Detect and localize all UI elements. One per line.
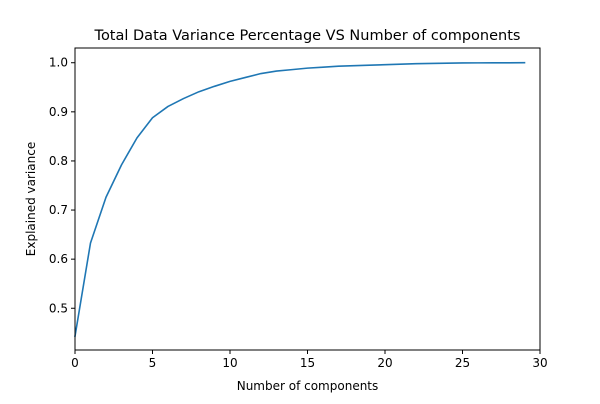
series-line (74, 61, 526, 338)
data-point (214, 86, 215, 87)
data-point (292, 69, 293, 70)
data-point (106, 197, 107, 198)
data-point (230, 81, 231, 82)
plot-frame (74, 47, 541, 351)
x-axis-label: Number of components (237, 379, 379, 393)
y-tick-label: 0.7 (49, 203, 68, 217)
data-point (90, 242, 91, 243)
x-tick-label: 10 (222, 356, 237, 370)
data-point (354, 65, 355, 66)
x-axis-ticks: 0 5 10 15 20 25 30 (71, 350, 548, 370)
data-point (478, 62, 479, 63)
data-point (137, 137, 138, 138)
data-point (121, 164, 122, 165)
plot-area (75, 48, 540, 350)
y-axis-label: Explained variance (24, 142, 38, 256)
data-point (416, 63, 417, 64)
chart-title: Total Data Variance Percentage VS Number… (94, 28, 521, 44)
data-point (323, 67, 324, 68)
x-tick-label: 20 (377, 356, 392, 370)
data-point (168, 106, 169, 107)
data-point (261, 73, 262, 74)
data-point (183, 98, 184, 99)
x-tick-label: 25 (455, 356, 470, 370)
y-tick-label: 1.0 (49, 56, 68, 70)
y-tick-label: 0.9 (49, 105, 68, 119)
data-point (369, 65, 370, 66)
y-tick-label: 0.8 (49, 154, 68, 168)
y-tick-label: 0.6 (49, 252, 68, 266)
data-point (199, 91, 200, 92)
data-point (400, 64, 401, 65)
x-tick-label: 0 (71, 356, 79, 370)
data-point (338, 66, 339, 67)
data-point (307, 68, 308, 69)
data-point (509, 62, 510, 63)
data-point (524, 62, 525, 63)
data-point (431, 63, 432, 64)
data-point (152, 117, 153, 118)
x-tick-label: 5 (149, 356, 157, 370)
series-layer (74, 61, 526, 338)
x-tick-label: 15 (300, 356, 315, 370)
y-axis-ticks: 0.5 0.6 0.7 0.8 0.9 1.0 (49, 56, 75, 315)
data-point (493, 62, 494, 63)
data-point (385, 64, 386, 65)
data-point (276, 71, 277, 72)
x-tick-label: 30 (532, 356, 547, 370)
data-point (245, 77, 246, 78)
data-point (447, 63, 448, 64)
data-point (462, 62, 463, 63)
y-tick-label: 0.5 (49, 301, 68, 315)
